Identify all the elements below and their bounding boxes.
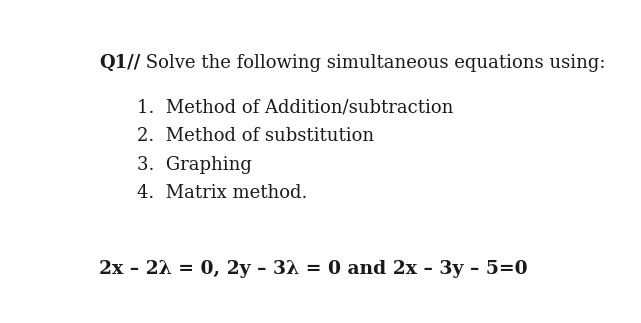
Text: 2x – 2λ = 0, 2y – 3λ = 0 and 2x – 3y – 5=0: 2x – 2λ = 0, 2y – 3λ = 0 and 2x – 3y – 5…: [99, 260, 528, 278]
Text: 1.  Method of Addition/subtraction: 1. Method of Addition/subtraction: [137, 99, 454, 117]
Text: 3.  Graphing: 3. Graphing: [137, 156, 252, 174]
Text: Q1//: Q1//: [99, 54, 140, 72]
Text: Solve the following simultaneous equations using:: Solve the following simultaneous equatio…: [140, 54, 606, 72]
Text: 2.  Method of substitution: 2. Method of substitution: [137, 127, 374, 145]
Text: 4.  Matrix method.: 4. Matrix method.: [137, 184, 308, 202]
